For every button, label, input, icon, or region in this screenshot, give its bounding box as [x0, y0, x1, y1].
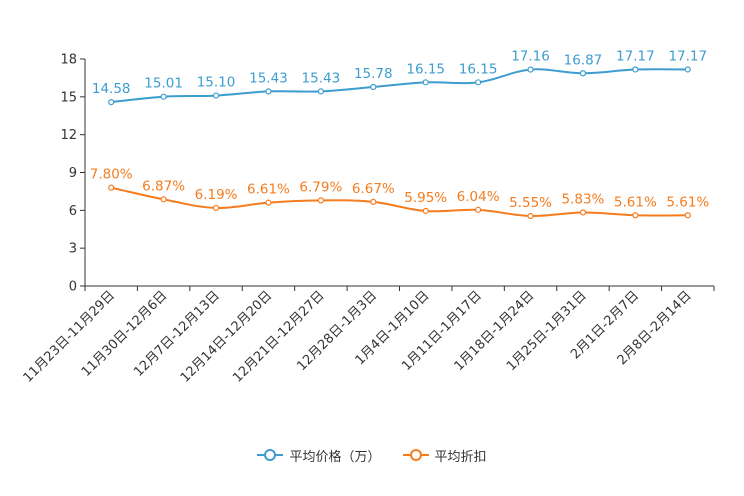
series-0: 14.58 15.01 15.10 15.43 15.43 15.78 16.15 16.15… [92, 48, 707, 106]
series-layer: 14.58 15.01 15.10 15.43 15.43 15.78 16.15 16.15… [90, 48, 709, 220]
series-1-data-label: 5.61% [614, 194, 657, 210]
series-1-point[interactable] [579, 209, 587, 216]
y-tick-label: 18 [60, 53, 77, 68]
series-0-data-label: 16.15 [406, 61, 445, 77]
series-0-point[interactable] [265, 88, 272, 95]
series-1-data-label: 6.79% [299, 179, 342, 195]
series-0-data-label: 17.17 [668, 48, 707, 64]
series-0-point[interactable] [370, 83, 377, 91]
series-0-data-label: 14.58 [92, 81, 131, 97]
series-0-data-label: 15.01 [144, 76, 183, 92]
x-tick-label: 11月23日-11月29日 [21, 288, 118, 385]
series-0-point[interactable] [475, 79, 482, 86]
legend-discount-marker-icon [402, 449, 429, 461]
legend-price-marker-icon [257, 449, 284, 461]
series-1-point[interactable] [265, 199, 272, 206]
y-axis: 0 3 6 9 12 15 18 [60, 53, 86, 295]
series-0-point[interactable] [527, 66, 534, 73]
series-0-point[interactable] [632, 66, 639, 73]
series-0-point[interactable] [579, 70, 587, 77]
series-1-data-label: 6.04% [457, 189, 500, 205]
series-0-point[interactable] [317, 88, 324, 95]
series-1-point[interactable] [475, 206, 482, 213]
series-1-point[interactable] [370, 198, 377, 205]
series-1-data-label: 5.55% [509, 195, 552, 211]
legend-item-discount[interactable]: 平均折扣 [402, 446, 487, 465]
series-1-data-label: 6.67% [352, 181, 395, 197]
series-0-point[interactable] [212, 92, 220, 99]
series-0-point[interactable] [160, 93, 167, 100]
series-0-data-label: 16.15 [459, 61, 498, 77]
series-0-line [111, 68, 688, 104]
series-1-data-label: 5.61% [666, 194, 709, 210]
series-1-point[interactable] [108, 184, 115, 191]
x-axis: 11月23日-11月29日11月30日-12月6日12月7日-12月13日12月… [21, 285, 715, 386]
legend: 平均价格（万） 平均折扣 [0, 444, 744, 466]
line-chart: 0 3 6 9 12 15 18 11月23日-11月29日11月30日-12月6日12月7… [21, 48, 715, 386]
series-1-point[interactable] [317, 197, 324, 204]
x-tick-label: 12月21日-12月27日 [230, 288, 327, 385]
series-0-data-label: 15.43 [302, 70, 341, 86]
series-1-data-label: 7.80% [90, 167, 133, 183]
legend-item-price[interactable]: 平均价格（万） [257, 446, 381, 465]
series-1-point[interactable] [632, 212, 639, 219]
series-1-point[interactable] [684, 212, 691, 219]
series-0-point[interactable] [108, 99, 115, 106]
series-1-data-label: 6.19% [195, 187, 238, 203]
y-tick-label: 15 [60, 90, 77, 105]
series-1-point[interactable] [212, 204, 220, 212]
series-1-line [110, 186, 688, 218]
legend-price-label: 平均价格（万） [289, 449, 381, 465]
y-tick-label: 3 [69, 242, 77, 257]
series-1-point[interactable] [422, 207, 429, 215]
y-tick-label: 6 [69, 204, 77, 219]
series-1-data-label: 6.87% [142, 178, 185, 194]
series-1-point[interactable] [160, 196, 167, 203]
series-1-data-label: 5.95% [404, 190, 447, 206]
series-0-data-label: 15.10 [197, 75, 236, 91]
y-tick-label: 9 [69, 166, 77, 181]
series-0-data-label: 16.87 [564, 52, 603, 68]
series-0-data-label: 17.17 [616, 48, 655, 64]
x-tick-label: 12月14日-12月20日 [178, 288, 275, 385]
y-tick-label: 0 [69, 280, 77, 295]
legend-discount-label: 平均折扣 [434, 449, 487, 465]
series-1-data-label: 5.83% [562, 191, 605, 207]
series-0-data-label: 15.78 [354, 66, 393, 82]
series-0-point[interactable] [684, 66, 691, 73]
series-0-data-label: 15.43 [249, 70, 288, 86]
series-0-data-label: 17.16 [511, 49, 550, 65]
series-1-data-label: 6.61% [247, 182, 290, 198]
y-tick-label: 12 [60, 128, 77, 143]
series-1: 7.80% 6.87% 6.19% 6.61% 6.79% 6.67% 5.95% 6.04%… [90, 167, 709, 220]
series-1-point[interactable] [527, 212, 534, 220]
series-0-point[interactable] [422, 79, 429, 86]
